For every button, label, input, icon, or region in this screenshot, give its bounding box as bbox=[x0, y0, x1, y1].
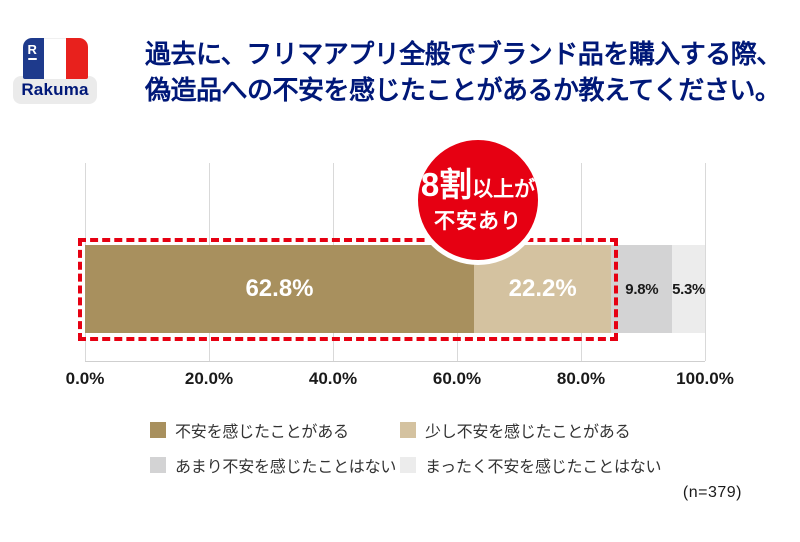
flag-stripe-red bbox=[65, 38, 88, 79]
rakuma-wordmark: Rakuma bbox=[13, 76, 97, 104]
legend-label: 不安を感じたことがある bbox=[175, 423, 349, 441]
legend-label: まったく不安を感じたことはない bbox=[425, 458, 662, 476]
legend-item: 不安を感じたことがある bbox=[150, 420, 400, 441]
bar-segment-label: 22.2% bbox=[508, 275, 577, 302]
x-axis-tick-label: 100.0% bbox=[676, 369, 734, 388]
stacked-bar: 62.8% 22.2% 9.8% 5.3% bbox=[85, 245, 705, 333]
x-axis-tick-label: 0.0% bbox=[65, 369, 105, 388]
bar-segment: 9.8% bbox=[611, 245, 673, 333]
legend: 不安を感じたことがある 少し不安を感じたことがあるあまり不安を感じたことはない まっ… bbox=[150, 420, 662, 476]
legend-item: あまり不安を感じたことはない bbox=[150, 455, 400, 476]
title-line-2: 偽造品への不安を感じたことがあるか教えてください。 bbox=[145, 75, 781, 105]
x-axis-tick-label: 20.0% bbox=[184, 369, 234, 388]
badge-text-small: 以上が bbox=[472, 177, 536, 201]
legend-swatch-icon bbox=[400, 456, 416, 473]
flag-stripe-white bbox=[44, 38, 66, 79]
legend-swatch-icon bbox=[400, 421, 416, 438]
legend-label: あまり不安を感じたことはない bbox=[175, 458, 397, 476]
x-axis-tick-label: 60.0% bbox=[432, 369, 482, 388]
sample-size-note: (n=379) bbox=[682, 484, 742, 501]
french-flag-icon: R bbox=[22, 38, 88, 79]
badge-text-line-2: 不安あり bbox=[434, 209, 522, 233]
stacked-bar-chart-plot: 62.8% 22.2% 9.8% 5.3% 8割以上が 不安あり bbox=[78, 135, 706, 362]
bar-segment-label: 5.3% bbox=[672, 280, 706, 298]
badge-text-big: 8割 bbox=[420, 165, 473, 203]
survey-question-title: 過去に、フリマアプリ全般でブランド品を購入する際、 偽造品への不安を感じたことが… bbox=[145, 36, 782, 108]
gridline bbox=[705, 163, 706, 361]
legend-item: まったく不安を感じたことはない bbox=[400, 455, 662, 476]
rakuma-logo: R Rakuma bbox=[13, 38, 97, 104]
bar-segment: 22.2% bbox=[473, 245, 612, 333]
highlight-dashed-border bbox=[78, 238, 618, 341]
bar-segment-label: 9.8% bbox=[625, 280, 659, 298]
legend-swatch-icon bbox=[150, 421, 166, 438]
flag-stripe-blue: R bbox=[22, 38, 45, 79]
legend-item: 少し不安を感じたことがある bbox=[400, 420, 661, 441]
bar-segment: 5.3% bbox=[672, 245, 705, 333]
bar-segment-label: 62.8% bbox=[245, 275, 314, 302]
x-axis-tick-label: 80.0% bbox=[556, 369, 606, 388]
legend-swatch-icon bbox=[150, 456, 166, 473]
x-axis: 0.0% 20.0% 40.0% 60.0% 80.0% 100.0% bbox=[66, 369, 734, 391]
title-line-1: 過去に、フリマアプリ全般でブランド品を購入する際、 bbox=[145, 39, 782, 69]
rakuten-r-icon: R bbox=[28, 43, 37, 60]
annotation-badge-circle: 8割以上が 不安あり bbox=[413, 135, 543, 265]
bar-segment: 62.8% bbox=[85, 245, 474, 333]
badge-text-line-1: 8割以上が bbox=[418, 165, 538, 209]
x-axis-tick-label: 40.0% bbox=[308, 369, 358, 388]
legend-label: 少し不安を感じたことがある bbox=[425, 423, 631, 441]
